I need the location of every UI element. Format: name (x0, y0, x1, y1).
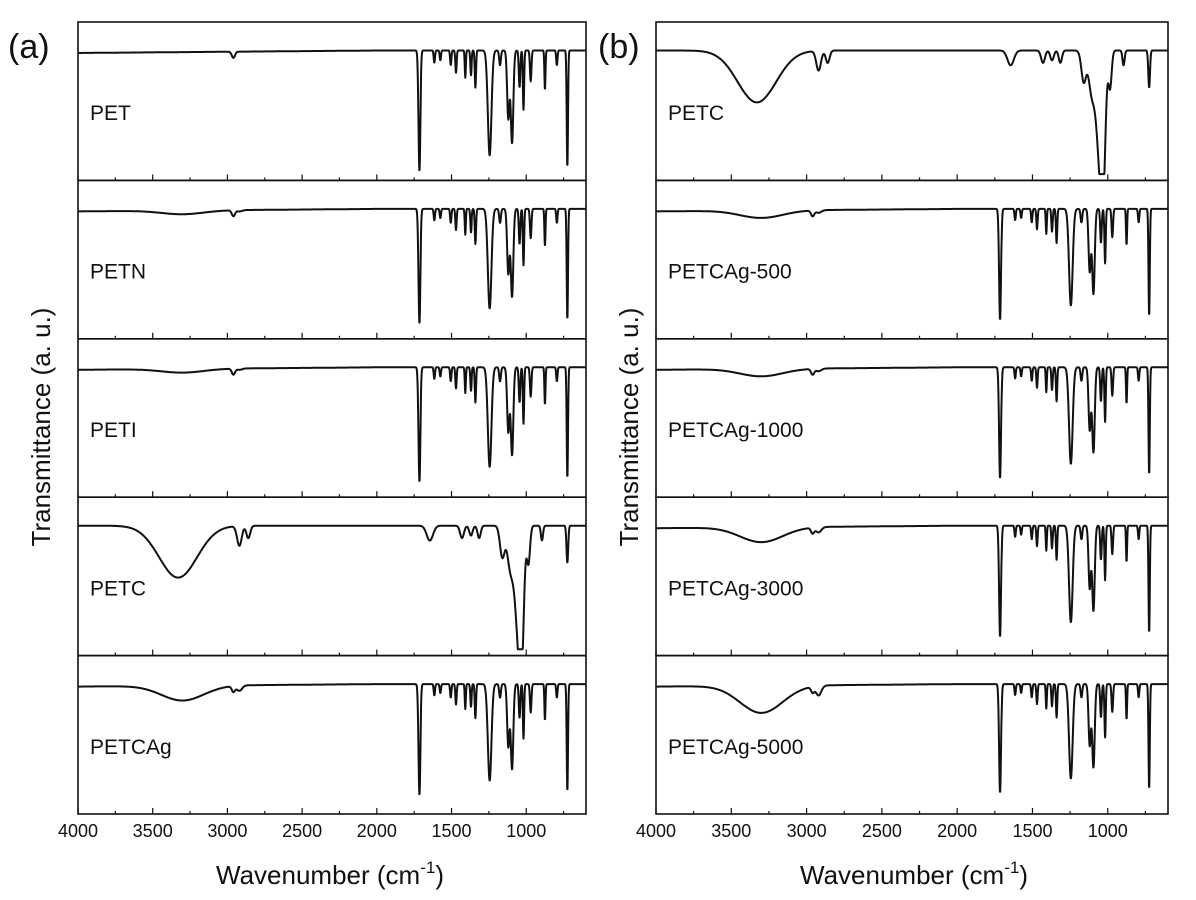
spectrum-frame-4 (77, 496, 587, 657)
series-label: PETC (90, 577, 146, 600)
spectrum-line-PETCAg-5000 (655, 683, 1169, 793)
spectrum-line-PETCAg (77, 683, 587, 796)
panel-a-letter: (a) (8, 28, 50, 66)
series-label: PETN (90, 261, 146, 284)
x-tick-label: 3500 (133, 821, 173, 841)
spectrum-line-PETC (655, 49, 1169, 176)
series-label: PETCAg-3000 (668, 577, 803, 600)
spectrum-line-PETI (77, 366, 587, 482)
panel-a-xlabel: Wavenumber (cm-1) (216, 858, 444, 890)
spectrum-line-PETC (77, 524, 587, 651)
spectrum-line-PETCAg-3000 (655, 524, 1169, 637)
series-label: PETCAg-5000 (668, 736, 803, 759)
spectrum-line-PET (77, 49, 587, 172)
series-label: PETCAg-500 (668, 261, 792, 284)
x-tick-label: 1500 (1012, 821, 1052, 841)
series-label: PETI (90, 419, 137, 442)
x-tick-label: 2000 (357, 821, 397, 841)
series-label: PET (90, 102, 131, 125)
spectrum-frame-5 (77, 654, 587, 815)
x-tick-label: 2000 (937, 821, 977, 841)
x-tick-label: 4000 (636, 821, 676, 841)
x-tick-label: 1000 (506, 821, 546, 841)
x-tick-label: 2500 (282, 821, 322, 841)
x-tick-label: 3500 (711, 821, 751, 841)
series-label: PETCAg-1000 (668, 419, 803, 442)
x-tick-label: 1000 (1088, 821, 1128, 841)
x-tick-label: 2500 (862, 821, 902, 841)
panel-a-ylabel: Transmittance (a. u.) (26, 308, 56, 547)
spectrum-frame-1 (655, 21, 1169, 182)
spectrum-line-PETCAg-1000 (655, 366, 1169, 479)
panel-a-plot: PET PETN PETI PETC PETCAg 4000 3500 3000 2500 200… (58, 21, 587, 841)
panel-b-letter: (b) (598, 28, 640, 66)
series-label: PETC (668, 102, 724, 125)
x-tick-label: 3000 (787, 821, 827, 841)
panel-b-xlabel: Wavenumber (cm-1) (800, 858, 1028, 890)
series-label: PETCAg (90, 736, 172, 759)
spectrum-line-PETCAg-500 (655, 207, 1169, 320)
panel-b-plot: PETC PETCAg-500 PETCAg-1000 PETCAg-3000 PETC… (636, 21, 1169, 841)
spectrum-frame-5 (655, 654, 1169, 815)
x-tick-label: 1500 (432, 821, 472, 841)
x-tick-label: 4000 (58, 821, 98, 841)
panel-b-ylabel: Transmittance (a. u.) (614, 308, 644, 547)
x-tick-label: 3000 (207, 821, 247, 841)
spectrum-line-PETN (77, 207, 587, 324)
